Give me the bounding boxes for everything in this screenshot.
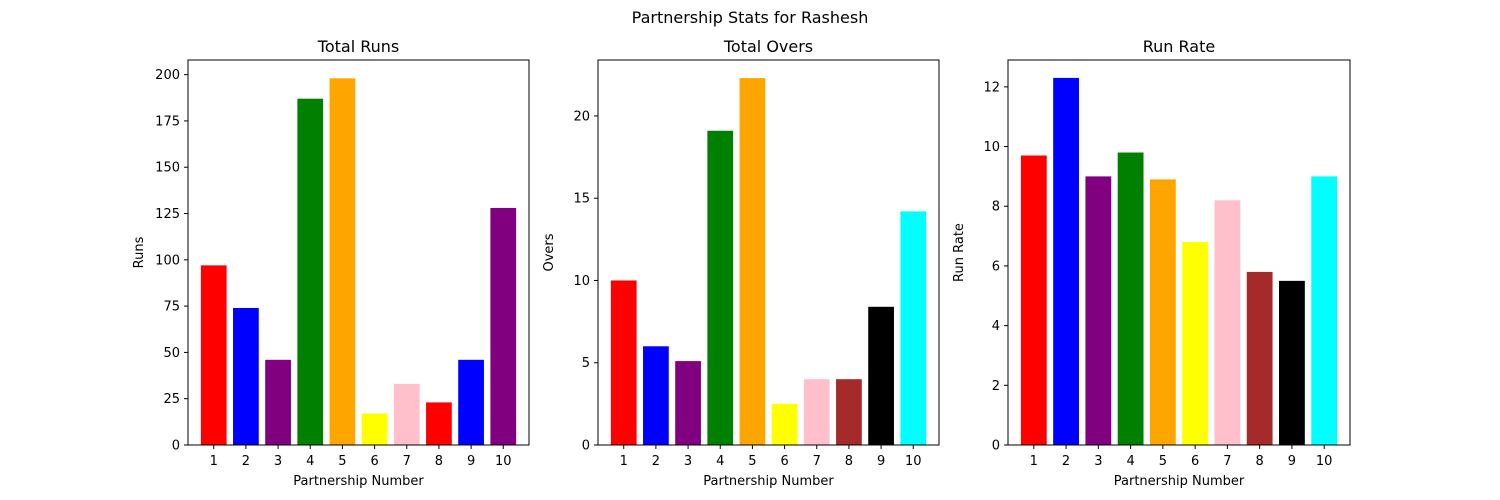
total-runs-ytick-label: 150 xyxy=(155,161,180,176)
run-rate-xtick-label: 10 xyxy=(1316,454,1333,469)
run-rate-bar-6 xyxy=(1182,242,1209,445)
total-runs-xtick-label: 3 xyxy=(274,454,282,469)
run-rate-ytick-label: 8 xyxy=(992,200,1000,215)
total-runs-axes-frame xyxy=(187,59,530,446)
total-overs-bar-4 xyxy=(707,130,734,445)
total-overs-bar-8 xyxy=(836,379,862,445)
total-runs-ytick-label: 50 xyxy=(163,346,180,361)
total-runs-ytick-label: 200 xyxy=(155,68,180,83)
run-rate-ytick-label: 0 xyxy=(992,439,1000,454)
total-runs-xtick-label: 1 xyxy=(210,454,218,469)
run-rate-bar-10 xyxy=(1311,176,1338,445)
total-overs-xtick-label: 10 xyxy=(905,454,922,469)
total-overs-ytick-label: 20 xyxy=(573,109,590,124)
total-runs-xtick-label: 5 xyxy=(338,454,346,469)
run-rate-title: Run Rate xyxy=(1143,37,1215,56)
total-overs-xtick-label: 2 xyxy=(652,454,660,469)
run-rate-bar-3 xyxy=(1085,176,1112,445)
run-rate-ytick-label: 10 xyxy=(983,140,1000,155)
total-runs-bar-3 xyxy=(265,359,291,445)
total-overs-ytick-label: 15 xyxy=(573,192,590,207)
total-runs-xtick-label: 7 xyxy=(403,454,411,469)
total-overs-xtick-label: 7 xyxy=(813,454,821,469)
total-runs-title: Total Runs xyxy=(317,37,399,56)
run-rate-ytick-label: 4 xyxy=(992,319,1000,334)
run-rate-xtick-label: 3 xyxy=(1094,454,1102,469)
run-rate-ytick-label: 6 xyxy=(992,259,1000,274)
total-runs-bar-4 xyxy=(297,98,324,445)
total-overs-bar-3 xyxy=(675,361,701,445)
total-overs-ytick-label: 0 xyxy=(582,439,590,454)
total-runs-xtick-label: 8 xyxy=(435,454,443,469)
total-overs-ylabel: Overs xyxy=(542,233,557,271)
run-rate-bar-9 xyxy=(1279,280,1305,445)
total-overs-xtick-label: 4 xyxy=(716,454,724,469)
total-runs-ytick-label: 0 xyxy=(172,439,180,454)
total-runs-xtick-label: 4 xyxy=(306,454,314,469)
run-rate-bar-4 xyxy=(1117,152,1144,445)
total-runs-bar-1 xyxy=(200,265,227,445)
run-rate-bar-1 xyxy=(1020,155,1047,445)
total-runs-xtick-label: 10 xyxy=(495,454,512,469)
total-overs-title: Total Overs xyxy=(723,37,813,56)
total-overs-axes-frame xyxy=(597,59,940,446)
total-runs-bar-6 xyxy=(361,413,388,445)
total-runs-ylabel: Runs xyxy=(132,236,147,268)
run-rate-axes-frame xyxy=(1007,59,1351,446)
total-runs-bar-10 xyxy=(490,207,517,445)
run-rate-xtick-label: 5 xyxy=(1159,454,1167,469)
total-runs-xtick-label: 6 xyxy=(370,454,378,469)
run-rate-xtick-label: 4 xyxy=(1126,454,1134,469)
total-overs-bar-7 xyxy=(803,379,830,445)
chart-panel-total-overs: 1 2 3 4 5 6 7 8 9 10 0 5 10 15 20 Total Overs Partnershi… xyxy=(542,37,940,489)
run-rate-xtick-label: 2 xyxy=(1062,454,1070,469)
total-runs-ytick-label: 75 xyxy=(163,300,180,315)
total-overs-ytick-label: 10 xyxy=(573,274,590,289)
total-overs-xtick-label: 3 xyxy=(684,454,692,469)
total-runs-ytick-label: 25 xyxy=(163,392,180,407)
run-rate-bar-7 xyxy=(1214,200,1241,445)
run-rate-xtick-label: 9 xyxy=(1288,454,1296,469)
total-overs-xtick-label: 8 xyxy=(845,454,853,469)
total-overs-bar-5 xyxy=(739,78,766,445)
run-rate-xtick-label: 8 xyxy=(1256,454,1264,469)
total-overs-xtick-label: 9 xyxy=(877,454,885,469)
run-rate-xtick-label: 6 xyxy=(1191,454,1199,469)
total-runs-bar-2 xyxy=(233,307,259,445)
total-overs-bar-2 xyxy=(643,346,669,445)
run-rate-ytick-label: 12 xyxy=(983,80,1000,95)
total-overs-xtick-label: 5 xyxy=(748,454,756,469)
total-overs-xlabel: Partnership Number xyxy=(703,474,834,489)
run-rate-ylabel: Run Rate xyxy=(952,223,967,282)
total-runs-bar-9 xyxy=(458,359,484,445)
run-rate-xlabel: Partnership Number xyxy=(1114,474,1245,489)
figure-title: Partnership Stats for Rashesh xyxy=(631,8,869,27)
total-runs-xlabel: Partnership Number xyxy=(293,474,424,489)
run-rate-ytick-label: 2 xyxy=(992,379,1000,394)
total-overs-bar-6 xyxy=(771,403,798,445)
total-runs-bar-8 xyxy=(426,402,452,445)
run-rate-bar-8 xyxy=(1246,271,1273,445)
run-rate-bar-2 xyxy=(1053,77,1079,445)
run-rate-bar-5 xyxy=(1149,179,1176,445)
total-runs-ytick-label: 100 xyxy=(155,253,180,268)
total-overs-xtick-label: 6 xyxy=(780,454,788,469)
total-runs-ytick-label: 125 xyxy=(155,207,180,222)
total-overs-ytick-label: 5 xyxy=(582,356,590,371)
total-overs-xtick-label: 1 xyxy=(620,454,628,469)
run-rate-xtick-label: 7 xyxy=(1223,454,1231,469)
run-rate-xtick-label: 1 xyxy=(1030,454,1038,469)
total-runs-ytick-label: 175 xyxy=(155,114,180,129)
total-overs-bar-10 xyxy=(900,211,927,445)
total-overs-bar-9 xyxy=(868,306,894,445)
total-runs-xtick-label: 2 xyxy=(242,454,250,469)
total-runs-bar-7 xyxy=(393,383,420,445)
total-overs-bar-1 xyxy=(610,280,637,445)
total-runs-bar-5 xyxy=(329,78,356,445)
total-runs-xtick-label: 9 xyxy=(467,454,475,469)
